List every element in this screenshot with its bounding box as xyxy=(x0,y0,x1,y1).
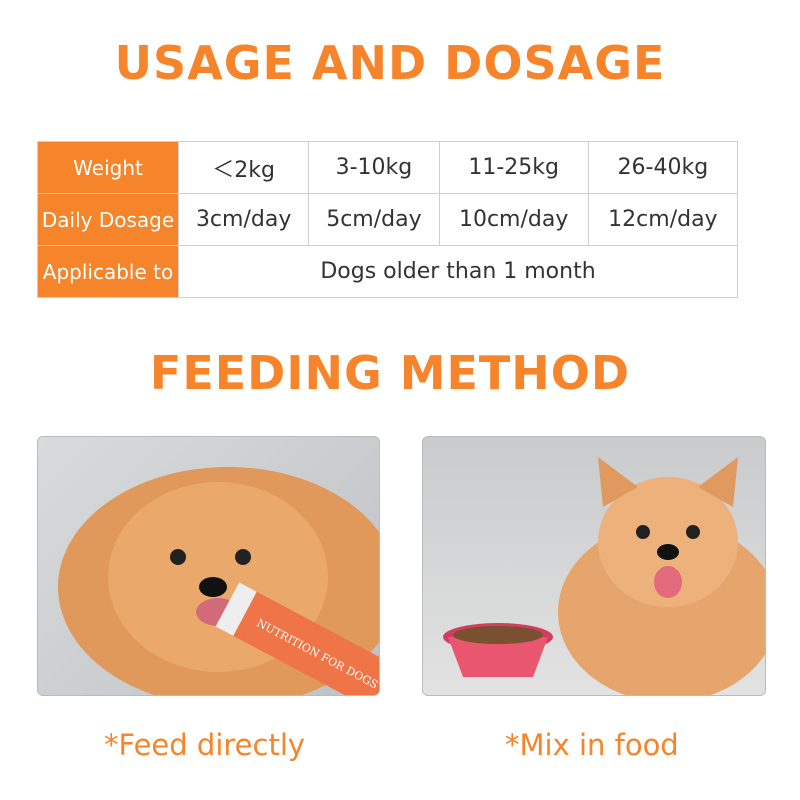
table-row: Weight ＜2kg 3-10kg 11-25kg 26-40kg xyxy=(37,141,739,194)
table-cell: 11-25kg xyxy=(438,141,589,194)
table-cell: 26-40kg xyxy=(587,141,739,194)
dog-with-tube-image: NUTRITION FOR DOGS xyxy=(58,467,379,695)
row-header: Daily Dosage xyxy=(37,193,179,246)
usage-title: USAGE AND DOSAGE xyxy=(114,36,666,90)
table-cell: 5cm/day xyxy=(308,193,440,246)
table-row: Applicable to Dogs older than 1 month xyxy=(37,245,738,298)
photo-feed-directly: NUTRITION FOR DOGS xyxy=(37,436,380,696)
table-cell: 12cm/day xyxy=(587,193,739,246)
table-cell: 3-10kg xyxy=(308,141,440,194)
table-cell: ＜2kg xyxy=(177,141,310,194)
table-row: Daily Dosage 3cm/day 5cm/day 10cm/day 12… xyxy=(37,193,739,246)
dosage-table: Weight ＜2kg 3-10kg 11-25kg 26-40kg Daily… xyxy=(37,141,739,298)
caption-feed-directly: *Feed directly xyxy=(104,728,306,762)
dog-with-bowl-image xyxy=(443,457,765,695)
feeding-title: FEEDING METHOD xyxy=(149,346,631,400)
table-cell: 3cm/day xyxy=(177,193,310,246)
table-cell: 10cm/day xyxy=(438,193,589,246)
table-cell: Dogs older than 1 month xyxy=(178,245,738,298)
row-header: Weight xyxy=(37,141,179,194)
photo-mix-in-food xyxy=(422,436,766,696)
row-header: Applicable to xyxy=(37,245,179,298)
caption-mix-in-food: *Mix in food xyxy=(505,728,679,762)
